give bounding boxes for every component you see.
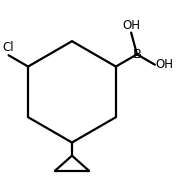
Text: OH: OH xyxy=(156,58,174,71)
Text: OH: OH xyxy=(122,19,140,32)
Text: B: B xyxy=(132,48,142,61)
Text: Cl: Cl xyxy=(3,41,14,54)
